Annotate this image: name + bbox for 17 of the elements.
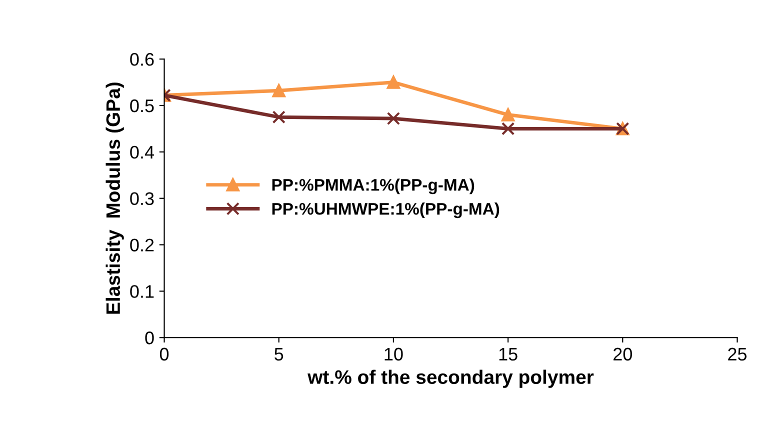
x-tick-label: 10 [384,348,403,361]
x-tick-label: 25 [728,348,747,361]
x-tick-label: 0 [160,348,169,361]
x-tick-label: 5 [274,348,284,361]
y-tick-label: 0.1 [130,285,154,298]
x-tick-label: 20 [614,348,632,361]
y-tick-label: 0.4 [130,146,154,159]
legend-label: PP:%UHMWPE:1%(PP-g-MA) [272,202,500,218]
y-tick-label: 0.5 [130,99,154,112]
y-tick-label: 0.3 [130,192,154,206]
y-axis-title: Elastisity Modulus (GPa) [106,82,124,314]
y-tick-label: 0.2 [130,238,154,252]
x-tick-label: 15 [499,348,518,361]
y-tick-label: 0.6 [130,53,154,66]
y-tick-label: 0 [145,332,154,344]
legend-label: PP:%PMMA:1%(PP-g-MA) [272,178,474,194]
x-axis-title: wt.% of the secondary polymer [308,370,594,388]
